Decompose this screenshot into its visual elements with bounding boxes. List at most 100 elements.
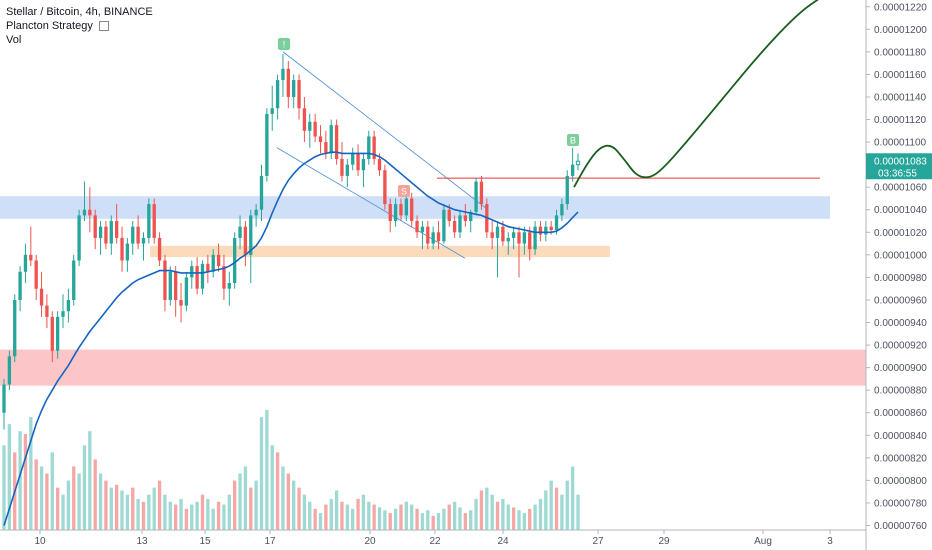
x-tick-label: 27 [592,536,604,547]
volume-bar [431,515,435,530]
candle-body [163,260,167,300]
volume-bar [211,508,215,530]
volume-bar [61,494,65,530]
candle-body [77,215,81,261]
candle-body [533,226,537,250]
strategy-label[interactable]: Plancton Strategy [6,19,153,33]
volume-bar [469,510,473,530]
volume-bar [511,507,516,530]
volume-bar [474,498,478,530]
candle-body [184,277,189,306]
candle-body [377,159,382,171]
volume-bar [125,494,130,530]
y-tick-label: 0.00000920 [874,341,927,352]
y-tick-label: 0.00000980 [874,273,927,284]
x-tick-label: 17 [264,536,276,547]
candle-body [420,226,425,233]
candle-body [114,221,119,238]
volume-bar [383,510,387,530]
candle-body [329,125,333,154]
y-tick-label: 0.00000960 [874,295,927,306]
volume-bar [345,504,349,530]
candle-body [372,136,376,159]
candle-body [157,237,162,261]
candle-body [334,125,339,159]
candle-body [34,260,38,289]
candle-body [179,299,183,306]
symbol-title: Stellar / Bitcoin, 4h, BINANCE [6,6,153,18]
volume-bar [377,507,382,530]
y-tick-label: 0.00001220 [874,2,927,13]
volume-bar [313,508,317,530]
sell-marker-bg [398,185,410,197]
x-tick-label: 13 [136,536,148,547]
candle-body [383,170,387,205]
volume-bar [275,452,280,530]
candle-body [495,226,500,238]
candle-body [72,260,76,300]
candle-body [211,254,215,272]
candle-body [356,153,360,171]
volume-bar [104,480,108,530]
countdown-label: 03:36:55 [878,168,917,179]
vol-label: Vol [6,34,22,46]
volume-bar [549,480,553,530]
y-tick-label: 0.00000780 [874,498,927,509]
candle-body [506,237,510,242]
y-tick-label: 0.00000820 [874,453,927,464]
candle-body [544,226,548,235]
volume-bar [243,466,248,530]
candle-body [125,243,130,261]
volume-bar [281,466,285,530]
candle-body [104,226,108,244]
candle-body [120,237,124,261]
candle-body [141,237,146,244]
channel-upper-line [282,51,489,211]
volume-bar [463,513,468,530]
volume-bar [82,445,87,530]
settings-icon[interactable] [98,21,109,32]
candle-body [131,226,135,244]
volume-bar [195,501,199,530]
candle-body [249,215,253,255]
volume-bar [447,504,451,530]
y-tick-label: 0.00000940 [874,318,927,329]
x-tick-label: 15 [199,536,211,547]
candle-body [570,164,575,176]
x-tick-label: Aug [754,536,772,547]
candle-body [517,232,521,244]
volume-bar [152,487,156,530]
volume-bar [2,445,6,530]
candle-body [136,226,140,244]
x-tick-label: 29 [658,536,670,547]
volume-bar [286,473,290,530]
candle-body [152,204,156,238]
candle-body [345,164,349,176]
candle-body [18,271,22,300]
candle-body [426,226,430,244]
candle-body [367,136,371,159]
volume-bar [18,431,22,530]
candle-body [147,204,151,238]
candle-body [265,113,269,176]
volume-bar [136,498,140,530]
y-tick-label: 0.00000840 [874,431,927,442]
volume-bar [442,508,446,530]
candle-body [259,175,264,210]
y-tick-label: 0.00001040 [874,205,927,216]
y-tick-label: 0.00001120 [874,115,927,126]
candle-body [549,226,553,231]
volume-bar [560,494,564,530]
volume-bar [351,508,355,530]
candle-body [560,204,564,216]
candle-body [195,266,199,289]
candle-body [318,136,323,143]
volume-bar [570,466,575,530]
volume-bar [340,501,344,530]
volume-bar [495,501,500,530]
candle-body [351,153,355,165]
volume-bar [297,487,301,530]
buy-marker: B [570,136,576,146]
